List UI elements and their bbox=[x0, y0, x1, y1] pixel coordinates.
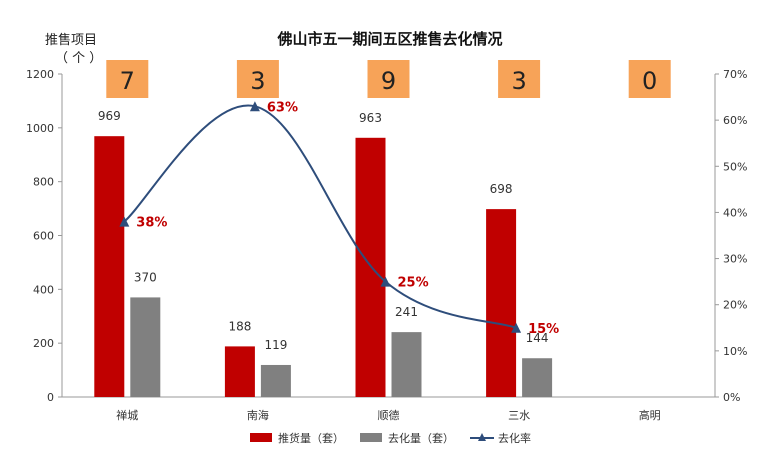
y2-tick-label: 70% bbox=[723, 68, 747, 81]
rate-marker bbox=[249, 101, 260, 112]
y-axis-label: 推售项目 bbox=[45, 32, 97, 48]
bar-supply bbox=[224, 346, 255, 397]
y2-tick-label: 40% bbox=[723, 206, 747, 219]
rate-label: 25% bbox=[398, 276, 429, 291]
bar-supply-label: 188 bbox=[228, 319, 251, 333]
y-tick-label: 1000 bbox=[26, 122, 54, 135]
bar-sold-label: 119 bbox=[264, 338, 287, 352]
axes: 0 200 400 600 800 1000 1200 0% 10% 20% 30% 40% 50% 60… bbox=[26, 68, 747, 422]
y2-tick-label: 50% bbox=[723, 160, 747, 173]
bar-supply-label: 969 bbox=[98, 109, 121, 123]
project-count-value: 3 bbox=[250, 67, 265, 95]
bar-supply bbox=[94, 136, 125, 398]
project-count-box bbox=[236, 60, 279, 98]
x-tick-label: 高明 bbox=[639, 408, 661, 422]
chart-title: 佛山市五一期间五区推售去化情况 bbox=[276, 30, 502, 48]
legend-swatch bbox=[250, 433, 272, 442]
bar-sold-label: 241 bbox=[395, 305, 418, 319]
bar-sold bbox=[391, 332, 422, 397]
x-tick-label: 顺德 bbox=[378, 408, 400, 422]
project-count-box bbox=[106, 60, 149, 98]
rate-label: 15% bbox=[528, 322, 559, 337]
x-tick-label: 南海 bbox=[247, 408, 269, 422]
y2-tick-label: 10% bbox=[723, 345, 747, 358]
bars: 969 370 188 119 963 241 698 144 bbox=[94, 109, 553, 398]
y2-tick-label: 30% bbox=[723, 253, 747, 266]
bar-supply-label: 963 bbox=[359, 111, 382, 125]
project-count-box bbox=[498, 60, 541, 98]
legend-label: 去化率 bbox=[498, 431, 531, 445]
project-count-box bbox=[367, 60, 410, 98]
project-count-box bbox=[628, 60, 671, 98]
rate-label: 63% bbox=[267, 100, 298, 115]
y2-tick-label: 60% bbox=[723, 114, 747, 127]
rate-label: 38% bbox=[136, 216, 167, 231]
y-axis-unit: （ 个 ） bbox=[55, 51, 102, 66]
y-tick-label: 800 bbox=[33, 176, 54, 189]
legend: 推货量（套） 去化量（套） 去化率 bbox=[250, 431, 531, 445]
y-tick-label: 200 bbox=[33, 337, 54, 350]
bar-sold bbox=[522, 358, 553, 397]
y-tick-label: 1200 bbox=[26, 68, 54, 81]
y-tick-label: 400 bbox=[33, 283, 54, 296]
project-count-value: 3 bbox=[511, 67, 526, 95]
project-count-value: 9 bbox=[381, 67, 396, 95]
bar-supply-label: 698 bbox=[490, 182, 513, 196]
legend-label: 推货量（套） bbox=[278, 431, 344, 445]
y2-tick-label: 0% bbox=[723, 391, 740, 404]
bar-sold bbox=[130, 297, 161, 397]
rate-line-path bbox=[123, 104, 517, 329]
y2-tick-label: 20% bbox=[723, 299, 747, 312]
x-tick-label: 禅城 bbox=[116, 408, 138, 422]
project-count-value: 0 bbox=[642, 67, 657, 95]
project-count-boxes: 7 3 9 3 0 bbox=[106, 60, 671, 98]
x-tick-label: 三水 bbox=[508, 409, 530, 422]
bar-supply bbox=[486, 209, 517, 397]
project-count-value: 7 bbox=[120, 67, 135, 95]
rate-marker bbox=[511, 322, 522, 333]
rate-marker bbox=[380, 276, 391, 287]
legend-label: 去化量（套） bbox=[388, 431, 454, 445]
y-tick-label: 600 bbox=[33, 230, 54, 243]
legend-marker bbox=[478, 433, 486, 441]
bar-sold-label: 370 bbox=[134, 270, 157, 284]
rate-marker bbox=[119, 216, 130, 227]
rate-line: 38% 63% 25% 15% bbox=[119, 100, 559, 337]
y-tick-label: 0 bbox=[47, 391, 54, 404]
legend-swatch bbox=[360, 433, 382, 442]
bar-sold bbox=[260, 364, 291, 397]
bar-sold-label: 144 bbox=[526, 331, 549, 345]
